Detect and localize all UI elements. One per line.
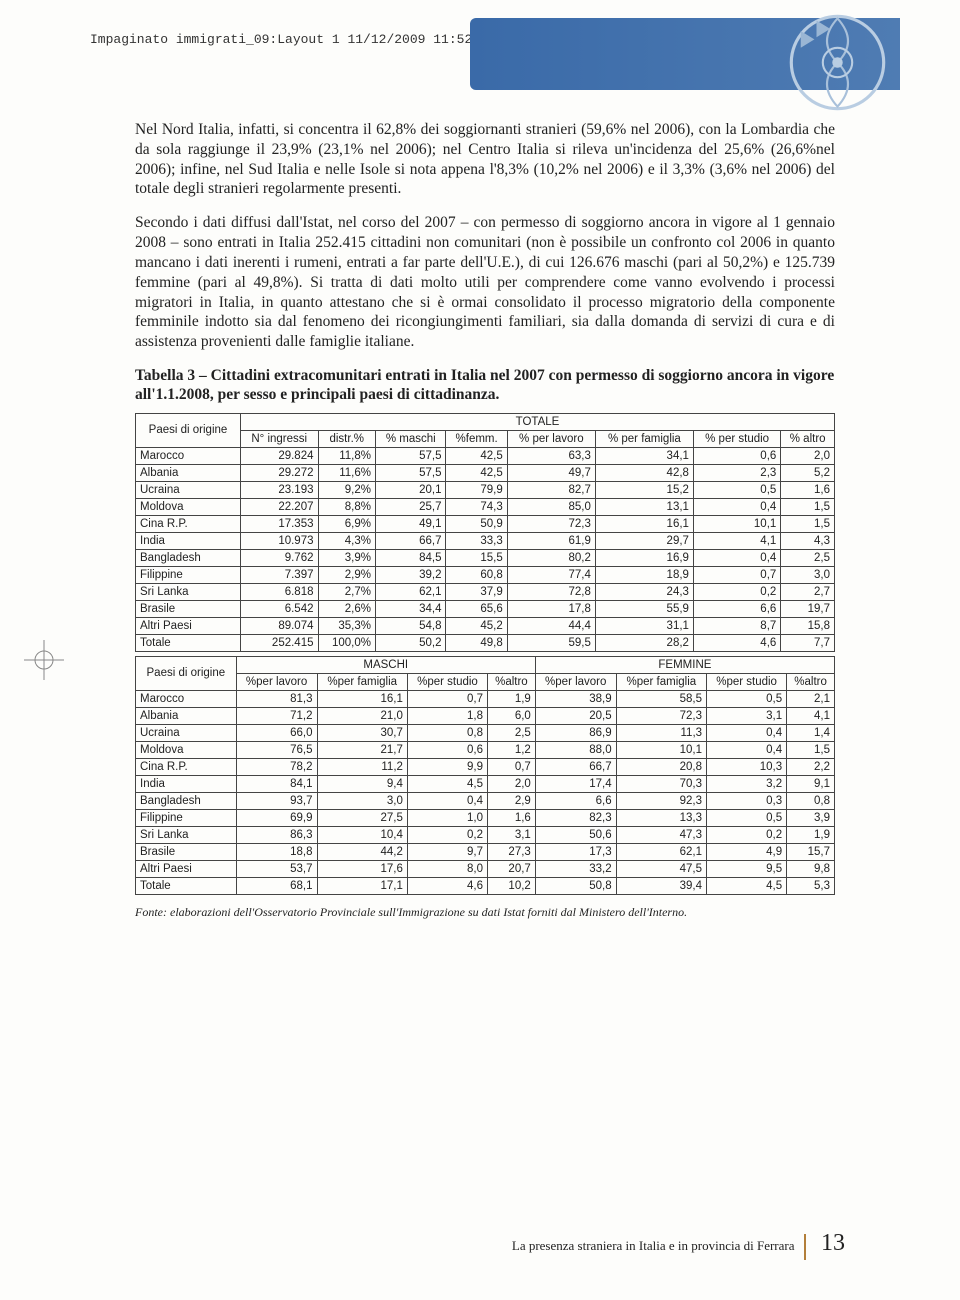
page-number: 13	[821, 1230, 845, 1256]
table-row: Sri Lanka6.8182,7%62,137,972,824,30,22,7	[136, 583, 835, 600]
table-row: Ucraina23.1939,2%20,179,982,715,20,51,6	[136, 481, 835, 498]
table-row: India84,19,44,52,017,470,33,29,1	[136, 775, 835, 792]
paragraph-1: Nel Nord Italia, infatti, si concentra i…	[135, 120, 835, 199]
table-caption: Tabella 3 – Cittadini extracomunitari en…	[135, 366, 835, 405]
table-row: Moldova22.2078,8%25,774,385,013,10,41,5	[136, 498, 835, 515]
table-row: Cina R.P.78,211,29,90,766,720,810,32,2	[136, 758, 835, 775]
table-row: Altri Paesi53,717,68,020,733,247,59,59,8	[136, 860, 835, 877]
table-row: Totale68,117,14,610,250,839,44,55,3	[136, 877, 835, 894]
paragraph-2: Secondo i dati diffusi dall'Istat, nel c…	[135, 213, 835, 352]
header-ornament-icon	[785, 10, 890, 115]
footer-divider	[804, 1234, 806, 1260]
source-note: Fonte: elaborazioni dell'Osservatorio Pr…	[135, 905, 835, 920]
table-totale: Paesi di origineTOTALEN° ingressidistr.%…	[135, 413, 835, 652]
table-row: Marocco81,316,10,71,938,958,50,52,1	[136, 690, 835, 707]
table-maschi-femmine: Paesi di origineMASCHIFEMMINE%per lavoro…	[135, 656, 835, 895]
page-footer: La presenza straniera in Italia e in pro…	[512, 1230, 845, 1260]
table-row: Cina R.P.17.3536,9%49,150,972,316,110,11…	[136, 515, 835, 532]
table-row: Altri Paesi89.07435,3%54,845,244,431,18,…	[136, 617, 835, 634]
table-row: Marocco29.82411,8%57,542,563,334,10,62,0	[136, 447, 835, 464]
table-row: Albania71,221,01,86,020,572,33,14,1	[136, 707, 835, 724]
table-row: Totale252.415100,0%50,249,859,528,24,67,…	[136, 634, 835, 651]
table-row: Bangladesh93,73,00,42,96,692,30,30,8	[136, 792, 835, 809]
table-row: Bangladesh9.7623,9%84,515,580,216,90,42,…	[136, 549, 835, 566]
table-row: Filippine69,927,51,01,682,313,30,53,9	[136, 809, 835, 826]
table-row: Moldova76,521,70,61,288,010,10,41,5	[136, 741, 835, 758]
footer-text: La presenza straniera in Italia e in pro…	[512, 1238, 795, 1253]
table-row: Sri Lanka86,310,40,23,150,647,30,21,9	[136, 826, 835, 843]
table-row: Filippine7.3972,9%39,260,877,418,90,73,0	[136, 566, 835, 583]
table-row: India10.9734,3%66,733,361,929,74,14,3	[136, 532, 835, 549]
table-row: Albania29.27211,6%57,542,549,742,82,35,2	[136, 464, 835, 481]
table-row: Brasile6.5422,6%34,465,617,855,96,619,7	[136, 600, 835, 617]
table-row: Ucraina66,030,70,82,586,911,30,41,4	[136, 724, 835, 741]
registration-mark-icon	[24, 640, 64, 680]
table-row: Brasile18,844,29,727,317,362,14,915,7	[136, 843, 835, 860]
